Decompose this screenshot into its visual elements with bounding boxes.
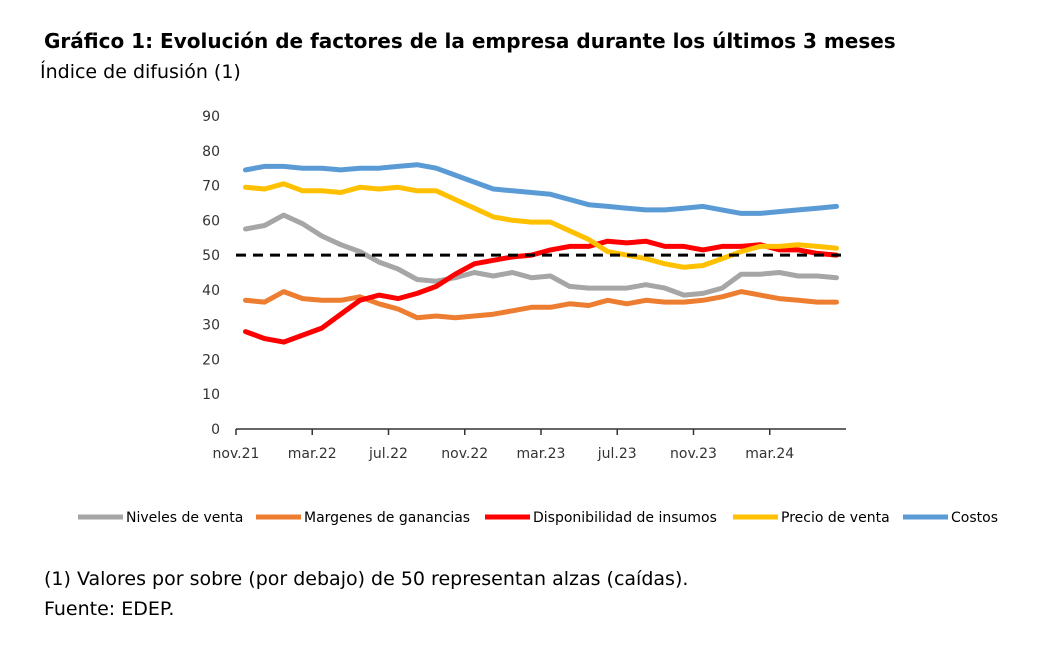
x-axis: nov.21 mar.22 jul.22 nov.22 mar.23 jul.23 nov.… <box>213 428 846 462</box>
y-tick-label: 60 <box>202 213 220 229</box>
legend-label: Niveles de venta <box>126 510 243 526</box>
series-line-costos <box>243 162 839 216</box>
series-line-disponibilidad-de-insumos <box>243 238 839 345</box>
x-tick-label: mar.22 <box>288 446 337 462</box>
footnote: (1) Valores por sobre (por debajo) de 50… <box>44 568 689 590</box>
x-tick-label: mar.23 <box>517 446 566 462</box>
legend-label: Precio de venta <box>781 510 890 526</box>
y-axis-tick-labels: 0 10 20 30 40 50 60 70 80 90 <box>202 109 220 438</box>
x-tick-label: nov.23 <box>670 446 717 462</box>
chart-legend: Niveles de venta Margenes de ganancias Dis… <box>78 510 998 526</box>
series-line-margenes-de-ganancias <box>243 289 839 321</box>
y-tick-label: 40 <box>202 283 220 299</box>
x-tick-label: mar.24 <box>745 446 794 462</box>
y-tick-label: 0 <box>211 422 220 438</box>
y-tick-label: 10 <box>202 387 220 403</box>
y-tick-label: 90 <box>202 109 220 125</box>
x-tick-label: nov.22 <box>441 446 488 462</box>
series-line-precio-de-venta <box>243 181 839 270</box>
y-tick-label: 50 <box>202 248 220 264</box>
y-tick-label: 70 <box>202 179 220 195</box>
legend-label: Disponibilidad de insumos <box>533 510 717 526</box>
chart-title: Gráfico 1: Evolución de factores de la e… <box>44 29 896 53</box>
y-tick-label: 30 <box>202 318 220 334</box>
x-tick-label: nov.21 <box>213 446 260 462</box>
x-tick-label: jul.22 <box>368 446 408 462</box>
x-tick-label: jul.23 <box>597 446 637 462</box>
source-note: Fuente: EDEP. <box>44 598 175 620</box>
chart-subtitle: Índice de difusión (1) <box>40 61 241 83</box>
legend-label: Margenes de ganancias <box>304 510 470 526</box>
series-lines <box>243 162 839 345</box>
y-tick-label: 80 <box>202 144 220 160</box>
y-tick-label: 20 <box>202 352 220 368</box>
series-line-niveles-de-venta <box>243 212 839 298</box>
legend-label: Costos <box>951 510 998 526</box>
